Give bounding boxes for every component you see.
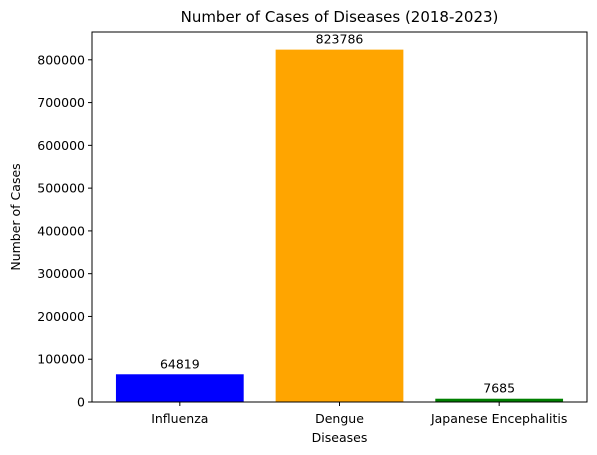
y-tick-label-8: 800000 (37, 52, 85, 67)
x-tick-label-influenza: Influenza (151, 411, 208, 426)
bar-japanese-encephalitis (435, 398, 564, 402)
bars-group (115, 49, 564, 402)
y-tick-label-5: 500000 (37, 181, 85, 196)
y-tick-label-4: 400000 (37, 223, 85, 238)
data-label-influenza: 64819 (160, 356, 200, 371)
chart-title: Number of Cases of Diseases (2018-2023) (181, 8, 499, 26)
bar-influenza (115, 374, 244, 402)
x-axis-label: Diseases (312, 430, 368, 445)
x-axis: Influenza Dengue Japanese Encephalitis (151, 402, 567, 426)
data-labels-group: 64819 823786 7685 (160, 32, 515, 396)
y-axis-label: Number of Cases (8, 163, 23, 270)
y-tick-label-2: 200000 (37, 309, 85, 324)
data-label-dengue: 823786 (316, 32, 364, 47)
y-axis: 0 100000 200000 300000 400000 500000 600000 700… (37, 52, 92, 410)
y-tick-label-0: 0 (77, 395, 85, 410)
x-tick-label-dengue: Dengue (315, 411, 364, 426)
y-tick-label-7: 700000 (37, 95, 85, 110)
y-tick-label-1: 100000 (37, 352, 85, 367)
x-tick-label-japanese-encephalitis: Japanese Encephalitis (430, 411, 567, 426)
y-tick-label-6: 600000 (37, 138, 85, 153)
y-tick-label-3: 300000 (37, 266, 85, 281)
data-label-japanese-encephalitis: 7685 (483, 381, 515, 396)
bar-dengue (275, 49, 404, 402)
